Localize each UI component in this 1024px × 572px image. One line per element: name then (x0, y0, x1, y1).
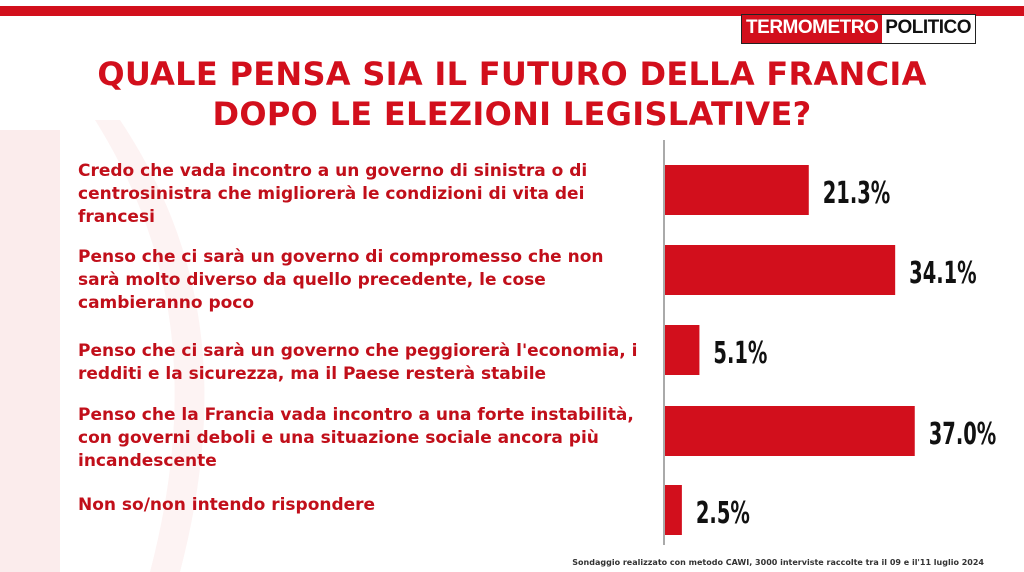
answer-5-line-1: Non so/non intendo rispondere (78, 495, 376, 515)
page-title: QUALE PENSA SIA IL FUTURO DELLA FRANCIA … (0, 54, 1024, 134)
bar-4 (665, 406, 915, 456)
bar-3 (665, 325, 700, 375)
bar-label-5: 2.5% (696, 496, 750, 531)
answer-3: Penso che ci sarà un governo che peggior… (78, 340, 653, 386)
answer-5: Non so/non intendo rispondere (78, 494, 653, 517)
answer-2-line-1: Penso che ci sarà un governo di comprome… (78, 247, 604, 267)
title-line-1: QUALE PENSA SIA IL FUTURO DELLA FRANCIA (97, 55, 927, 93)
answer-1-line-1: Credo che vada incontro a un governo di … (78, 161, 588, 181)
survey-footnote: Sondaggio realizzato con metodo CAWI, 30… (572, 558, 984, 567)
bar-label-2: 34.1% (909, 256, 977, 291)
logo-part-1: TERMOMETRO (742, 15, 883, 43)
answer-4: Penso che la Francia vada incontro a una… (78, 404, 653, 473)
answer-1-line-2: centrosinistra che migliorerà le condizi… (78, 184, 585, 204)
answer-3-line-1: Penso che ci sarà un governo che peggior… (78, 341, 638, 361)
answer-4-line-1: Penso che la Francia vada incontro a una… (78, 405, 634, 425)
logo-part-2: POLITICO (882, 15, 975, 43)
bar-2 (665, 245, 896, 295)
answer-1: Credo che vada incontro a un governo di … (78, 160, 653, 229)
title-line-2: DOPO LE ELEZIONI LEGISLATIVE? (212, 95, 812, 133)
bar-label-4: 37.0% (929, 417, 997, 452)
answer-4-line-3: incandescente (78, 451, 217, 471)
answer-3-line-2: redditi e la sicurezza, ma il Paese rest… (78, 364, 547, 384)
bar-5 (665, 485, 682, 535)
answer-2: Penso che ci sarà un governo di comprome… (78, 246, 653, 315)
termometro-politico-logo: TERMOMETRO POLITICO (741, 14, 976, 44)
bar-1 (665, 165, 809, 215)
answer-1-line-3: francesi (78, 207, 155, 227)
answer-2-line-2: sarà molto diverso da quello precedente,… (78, 270, 546, 290)
top-red-band (0, 6, 1024, 16)
bar-label-3: 5.1% (713, 336, 767, 371)
answer-4-line-2: con governi deboli e una situazione soci… (78, 428, 599, 448)
answer-2-line-3: cambieranno poco (78, 293, 255, 313)
bar-label-1: 21.3% (823, 176, 891, 211)
